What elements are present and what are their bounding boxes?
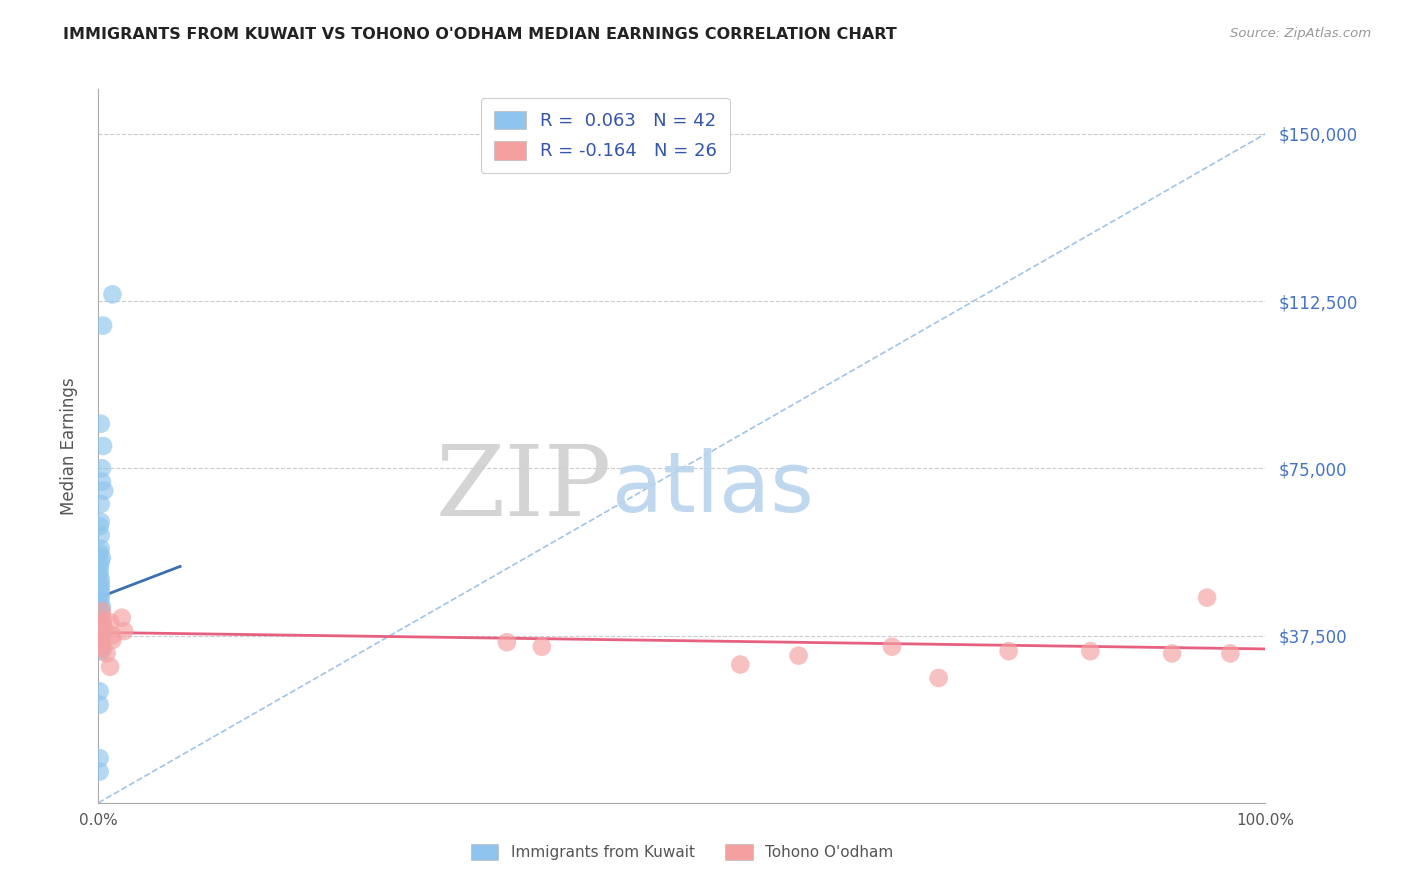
Point [89, 613, 111, 627]
Point [90, 555, 112, 569]
Point [89, 751, 111, 765]
Point [1219, 646, 1241, 660]
Point [880, 640, 903, 654]
Point [90, 417, 112, 431]
Point [89, 764, 111, 779]
Point [91, 439, 114, 453]
Point [101, 287, 124, 301]
Legend: Immigrants from Kuwait, Tohono O'odham: Immigrants from Kuwait, Tohono O'odham [464, 838, 900, 866]
Point [96, 646, 118, 660]
Point [91, 613, 114, 627]
Point [90, 577, 112, 591]
Text: atlas: atlas [612, 449, 814, 529]
Point [89, 559, 111, 574]
Point [90, 528, 112, 542]
Point [90, 475, 112, 489]
Point [101, 633, 124, 648]
Point [90, 541, 112, 556]
Point [90, 591, 112, 605]
Point [90, 515, 112, 529]
Point [787, 648, 810, 663]
Point [90, 628, 112, 642]
Point [90, 461, 112, 475]
Point [93, 622, 115, 636]
Point [90, 633, 112, 648]
Point [112, 624, 135, 639]
Point [89, 546, 111, 560]
Point [90, 640, 112, 654]
Point [89, 595, 111, 609]
Point [90, 624, 112, 639]
Point [90, 608, 112, 623]
Point [1195, 591, 1218, 605]
Point [928, 671, 950, 685]
Point [496, 635, 519, 649]
Point [89, 684, 111, 698]
Point [90, 644, 112, 658]
Text: ZIP: ZIP [436, 441, 612, 537]
Point [90, 604, 112, 618]
Y-axis label: Median Earnings: Median Earnings [59, 377, 77, 515]
Point [90, 633, 112, 648]
Point [90, 617, 112, 632]
Point [90, 599, 112, 614]
Point [89, 519, 111, 533]
Text: IMMIGRANTS FROM KUWAIT VS TOHONO O'ODHAM MEDIAN EARNINGS CORRELATION CHART: IMMIGRANTS FROM KUWAIT VS TOHONO O'ODHAM… [63, 27, 897, 42]
Point [89, 615, 111, 630]
Point [997, 644, 1019, 658]
Point [98, 660, 121, 674]
Point [101, 628, 124, 642]
Point [90, 604, 112, 618]
Point [90, 626, 112, 640]
Text: Source: ZipAtlas.com: Source: ZipAtlas.com [1230, 27, 1371, 40]
Point [730, 657, 752, 672]
Point [89, 568, 111, 582]
Point [90, 631, 112, 645]
Point [89, 635, 111, 649]
Point [111, 610, 134, 624]
Point [89, 564, 111, 578]
Point [90, 497, 112, 511]
Point [90, 637, 112, 651]
Point [90, 622, 112, 636]
Point [93, 483, 115, 498]
Point [98, 615, 121, 630]
Point [90, 550, 112, 565]
Point [530, 640, 553, 654]
Point [91, 318, 114, 333]
Point [1161, 646, 1184, 660]
Point [90, 586, 112, 600]
Point [89, 698, 111, 712]
Point [90, 617, 112, 632]
Point [90, 582, 112, 596]
Point [90, 573, 112, 587]
Point [1080, 644, 1102, 658]
Point [91, 642, 114, 657]
